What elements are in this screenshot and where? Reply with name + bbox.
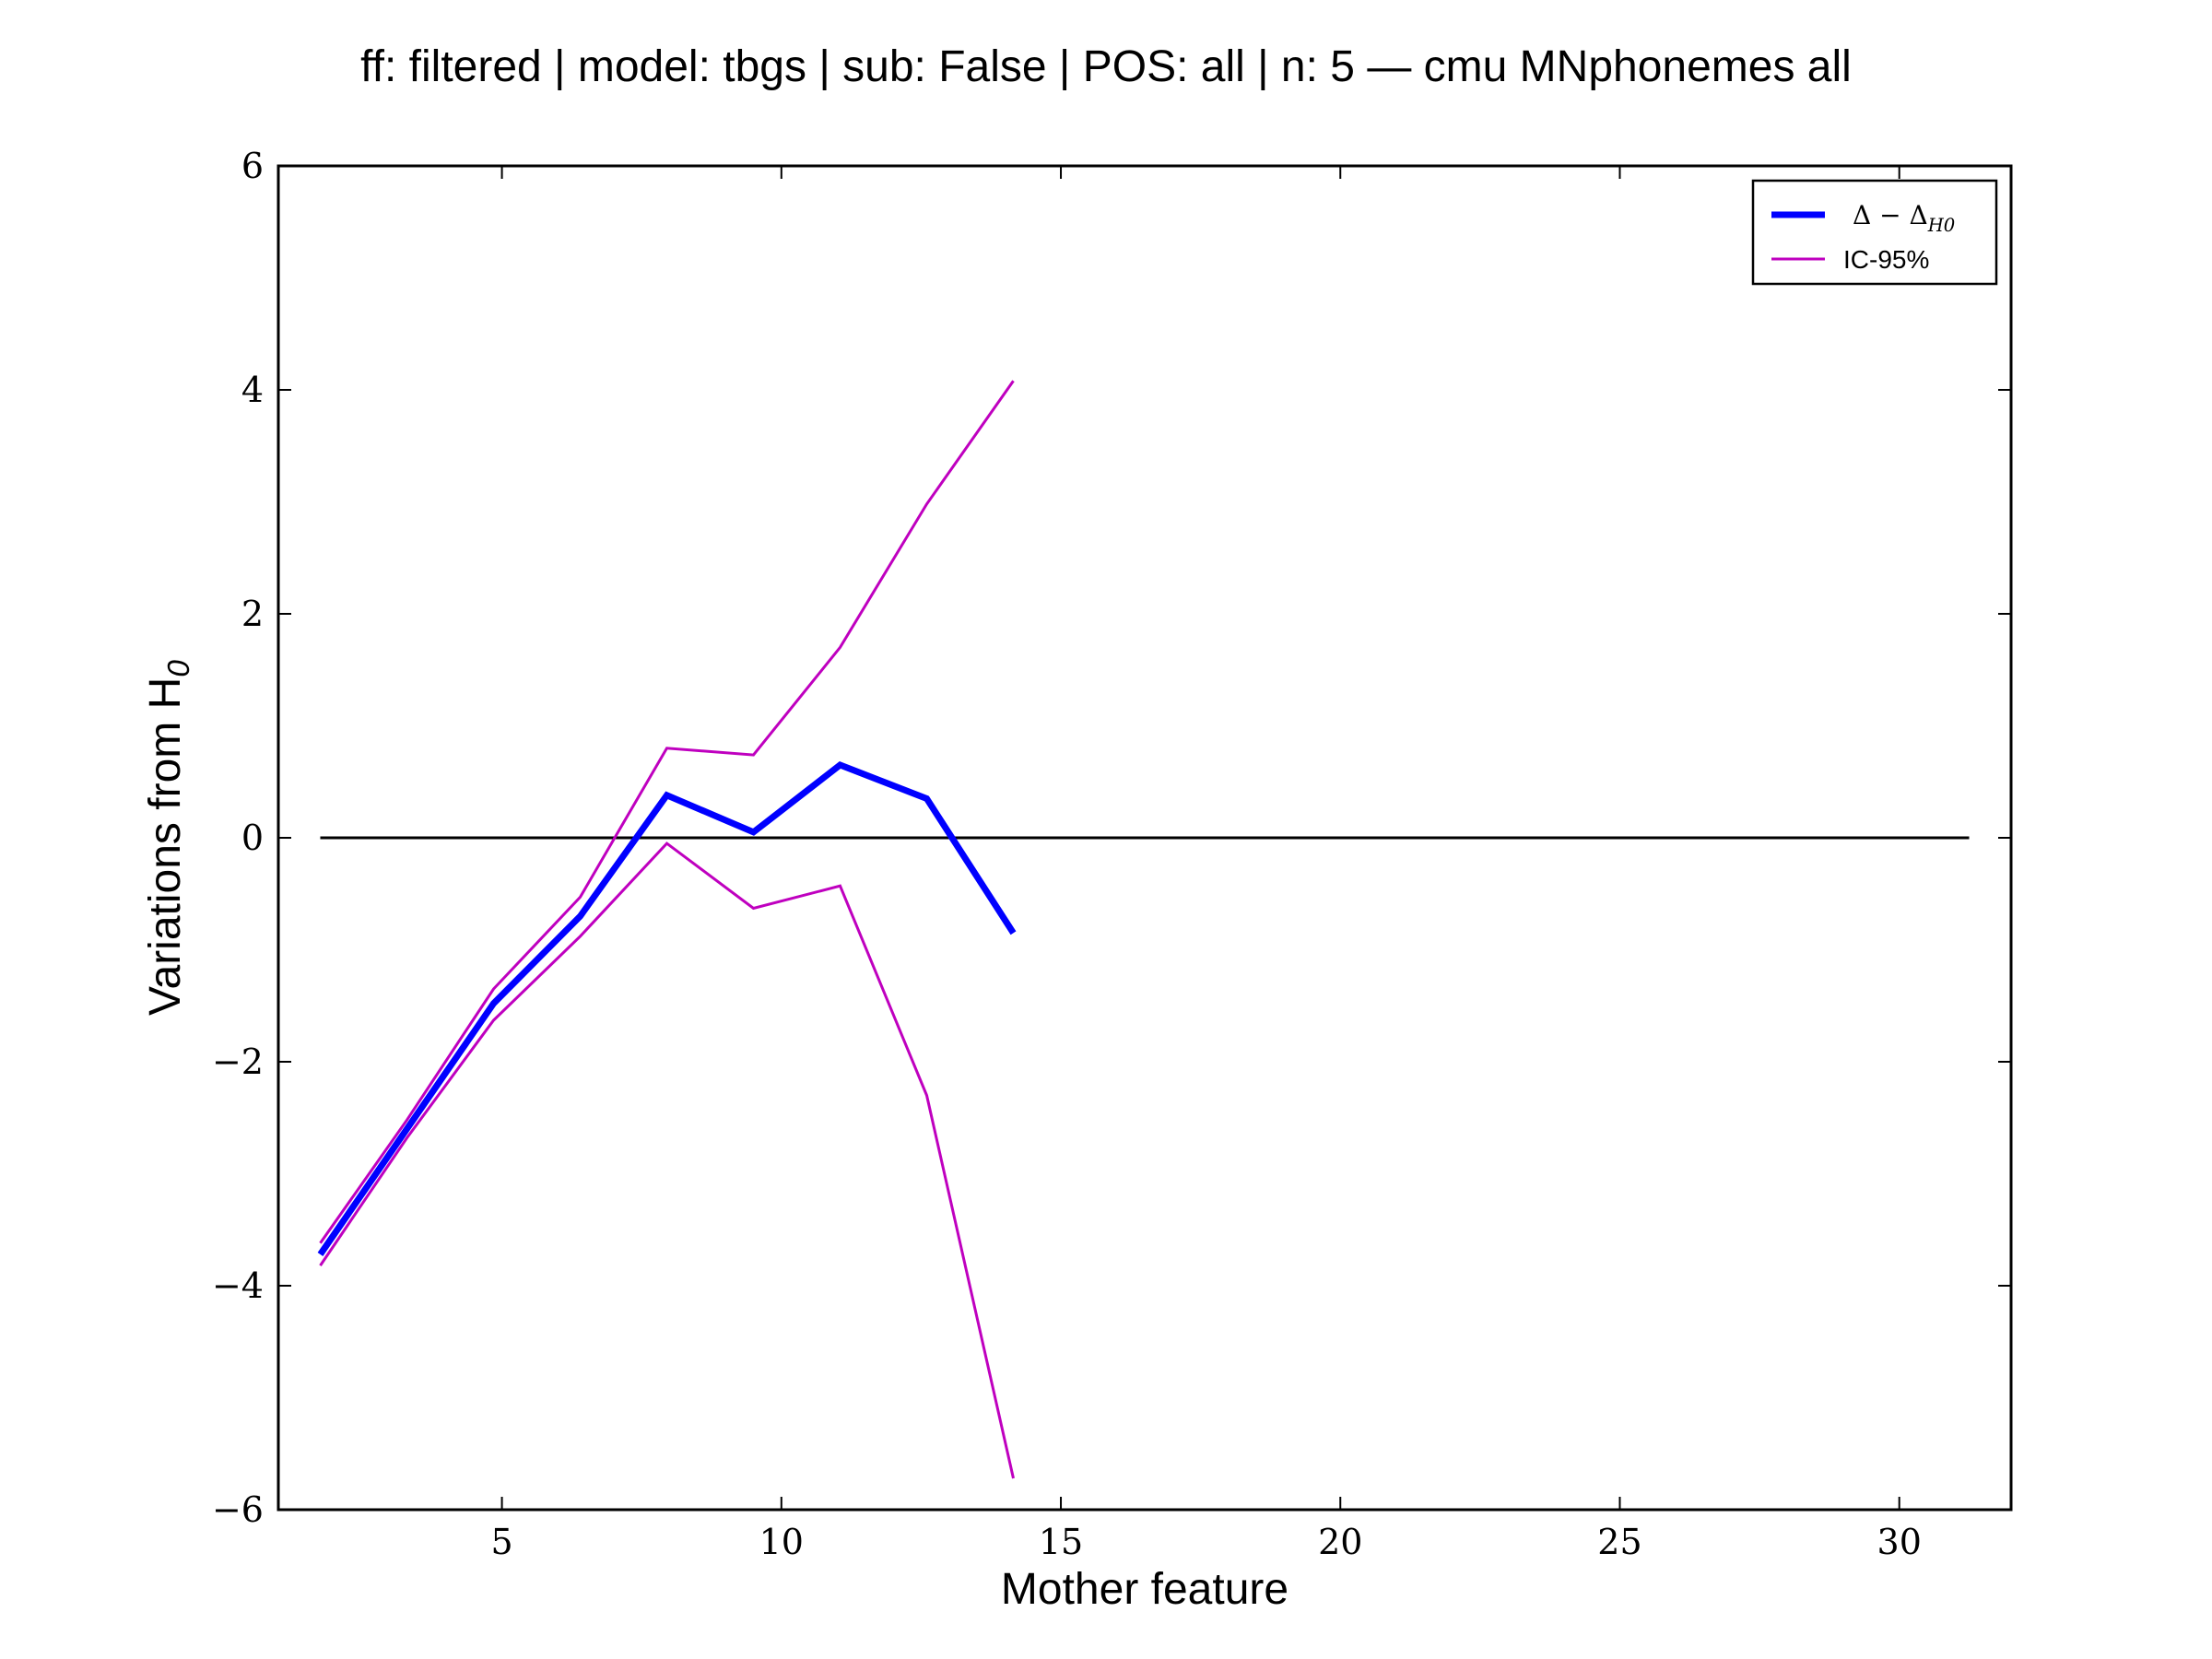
series-line-mean <box>317 761 1017 1256</box>
y-axis-label-text: Variations from H <box>141 677 190 1016</box>
x-tick-label: 15 <box>1039 1522 1083 1562</box>
x-tick-label: 30 <box>1877 1522 1922 1562</box>
x-tick-label: 10 <box>759 1522 804 1562</box>
y-tick-label: 6 <box>241 146 264 186</box>
legend: Δ − ΔH0 IC-95% <box>1751 179 1998 286</box>
x-tick-label: 25 <box>1597 1522 1641 1562</box>
x-axis-label: Mother feature <box>1001 1565 1288 1614</box>
series-line-upper <box>319 380 1015 1244</box>
legend-label-ci: IC-95% <box>1843 245 1929 274</box>
y-axis-label: Variations from H0 <box>141 660 196 1016</box>
y-axis-label-sub: 0 <box>162 660 196 677</box>
y-tick-label: 2 <box>241 594 264 634</box>
x-tick-label: 20 <box>1318 1522 1362 1562</box>
legend-label-mean: Δ − ΔH0 <box>1853 200 1955 236</box>
y-tick-label: 0 <box>241 818 264 858</box>
legend-label-mean-main: Δ − Δ <box>1853 200 1928 230</box>
series-line-lower <box>319 841 1015 1479</box>
chart-title: ff: filtered | model: tbgs | sub: False … <box>360 42 1852 91</box>
series-lines <box>317 380 1970 1479</box>
x-tick-label: 5 <box>490 1522 512 1562</box>
y-tick-label: −4 <box>212 1265 264 1306</box>
legend-label-mean-sub: H0 <box>1927 215 1956 236</box>
y-tick-label: −6 <box>212 1489 264 1530</box>
y-tick-label: −2 <box>212 1041 264 1082</box>
ticks: 5 10 15 20 25 30 −6 −4 −2 0 2 4 6 <box>212 146 2011 1562</box>
y-tick-label: 4 <box>241 370 264 410</box>
legend-box <box>1751 179 1998 286</box>
